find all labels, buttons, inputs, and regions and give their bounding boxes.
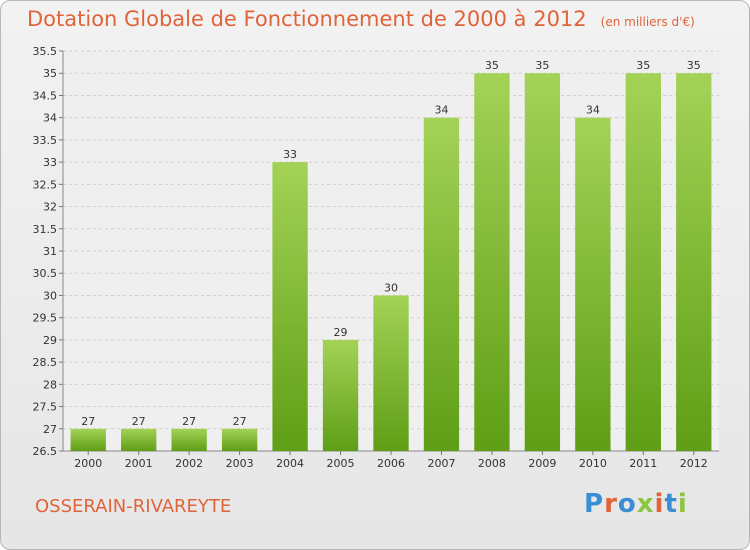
bar	[423, 117, 460, 452]
x-tick-label: 2007	[427, 457, 455, 470]
y-tick-label: 29.5	[33, 312, 58, 325]
x-tick-label: 2001	[125, 457, 153, 470]
bar-value-label: 35	[687, 59, 701, 72]
commune-name: OSSERAIN-RIVAREYTE	[35, 496, 232, 517]
bar-value-label: 33	[283, 148, 297, 161]
x-tick-label: 2003	[226, 457, 254, 470]
bar	[272, 162, 308, 451]
bar	[221, 428, 258, 451]
x-tick-label: 2005	[327, 457, 355, 470]
x-tick-label: 2004	[276, 457, 304, 470]
x-tick-label: 2002	[175, 457, 203, 470]
y-tick-label: 33	[43, 156, 57, 169]
y-tick-label: 32.5	[33, 178, 58, 191]
x-tick-label: 2009	[528, 457, 556, 470]
bar	[575, 117, 611, 452]
brand-letter: o	[617, 489, 637, 519]
bar-value-label: 35	[535, 59, 549, 72]
x-tick-label: 2000	[74, 457, 102, 470]
y-tick-label: 34.5	[33, 89, 58, 102]
y-tick-label: 28.5	[33, 356, 58, 369]
bar	[322, 339, 359, 451]
bar	[70, 428, 106, 451]
x-tick-label: 2010	[579, 457, 607, 470]
bar-value-label: 29	[334, 326, 348, 339]
bar-value-label: 30	[384, 281, 398, 294]
y-tick-label: 31.5	[33, 223, 58, 236]
y-tick-label: 30.5	[33, 267, 58, 280]
x-tick-label: 2006	[377, 457, 405, 470]
x-tick-label: 2012	[680, 457, 708, 470]
bar	[474, 73, 510, 451]
bar-value-label: 34	[586, 104, 600, 117]
bar	[625, 73, 661, 451]
y-tick-label: 33.5	[33, 134, 58, 147]
bar-value-label: 27	[132, 415, 146, 428]
y-tick-label: 29	[43, 334, 57, 347]
bar	[171, 428, 207, 451]
y-tick-label: 32	[43, 201, 57, 214]
brand-letter: P	[584, 489, 605, 519]
brand-letter: i	[654, 489, 665, 519]
y-tick-label: 30	[43, 289, 57, 302]
y-tick-label: 26.5	[33, 445, 58, 458]
bar	[121, 428, 157, 451]
bar	[524, 73, 561, 451]
brand-letter: x	[636, 489, 655, 519]
brand-letter: r	[604, 489, 618, 519]
y-tick-label: 27	[43, 423, 57, 436]
x-tick-label: 2011	[629, 457, 657, 470]
chart-title-text: Dotation Globale de Fonctionnement de 20…	[27, 7, 587, 31]
y-tick-label: 31	[43, 245, 57, 258]
y-tick-label: 34	[43, 112, 57, 125]
y-tick-label: 35.5	[33, 45, 58, 58]
x-tick-label: 2008	[478, 457, 506, 470]
y-tick-label: 27.5	[33, 401, 58, 414]
y-tick-label: 35	[43, 67, 57, 80]
chart-title: Dotation Globale de Fonctionnement de 20…	[27, 7, 695, 31]
bar-value-label: 27	[81, 415, 95, 428]
brand-letter: i	[677, 489, 688, 519]
chart-unit-note: (en milliers d'€)	[600, 15, 695, 29]
bar-value-label: 34	[434, 104, 448, 117]
y-tick-label: 28	[43, 378, 57, 391]
bar-value-label: 35	[636, 59, 650, 72]
bar	[676, 73, 712, 451]
bar-value-label: 35	[485, 59, 499, 72]
bar-value-label: 27	[182, 415, 196, 428]
bar	[373, 295, 409, 451]
brand-letter: t	[664, 489, 678, 519]
bar-value-label: 27	[233, 415, 247, 428]
brand-logo: Proxiti	[584, 489, 688, 519]
